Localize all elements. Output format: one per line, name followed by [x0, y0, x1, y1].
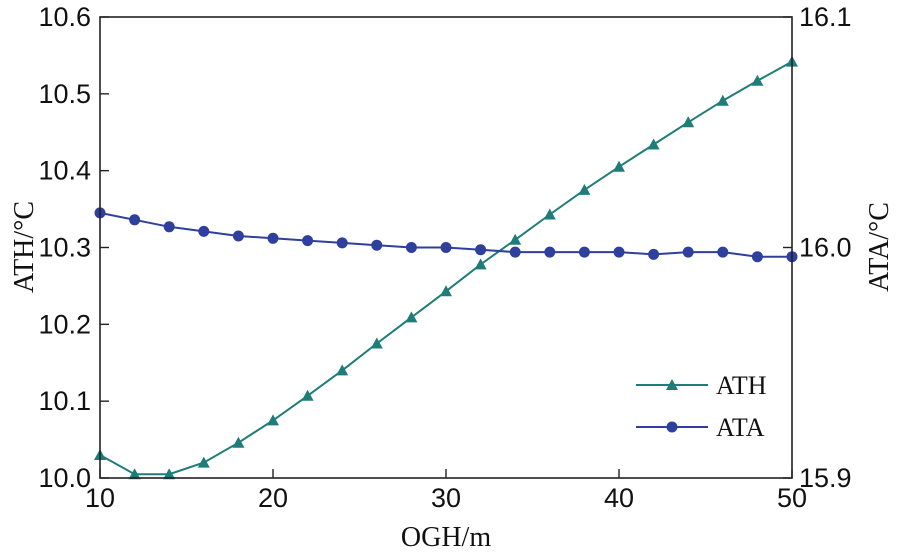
point-ata-30: [440, 242, 452, 253]
y-left-tick-label-10.6: 10.6: [38, 2, 91, 32]
series-marks: [94, 55, 798, 480]
point-ath-40: [613, 160, 625, 172]
point-ath-14: [163, 468, 176, 480]
point-ata-40: [613, 246, 625, 258]
point-ata-38: [578, 246, 590, 258]
point-ath-12: [128, 468, 141, 480]
x-tick-label-10: 10: [85, 483, 115, 513]
y-left-axis-title: ATH/°C: [9, 201, 40, 293]
point-ata-42: [648, 248, 660, 260]
point-ath-36: [543, 208, 556, 220]
x-axis-title: OGH/m: [401, 522, 491, 553]
point-ath-16: [197, 456, 210, 468]
y-right-tick-label-16.1: 16.1: [799, 2, 852, 32]
point-ath-22: [301, 389, 314, 401]
point-ath-48: [751, 74, 764, 86]
x-tick-label-40: 40: [604, 483, 634, 513]
y-right-tick-label-16.0: 16.0: [799, 233, 852, 263]
point-ata-26: [371, 239, 383, 251]
x-tick-label-30: 30: [431, 483, 461, 513]
point-ath-34: [509, 233, 522, 245]
y-left-tick-label-10.3: 10.3: [38, 233, 91, 263]
point-ath-38: [578, 183, 591, 195]
point-ath-46: [716, 94, 729, 106]
point-ata-46: [717, 246, 729, 258]
x-tick-label-50: 50: [777, 483, 807, 513]
y-left-tick-label-10.1: 10.1: [38, 386, 91, 416]
point-ath-26: [370, 337, 383, 349]
y-left-tick-label-10.2: 10.2: [38, 309, 91, 339]
y-left-tick-label-10.0: 10.0: [38, 463, 91, 493]
point-ata-18: [232, 230, 244, 242]
y-left-tick-label-10.5: 10.5: [38, 79, 91, 109]
point-ath-18: [232, 436, 245, 448]
point-ath-42: [647, 138, 660, 150]
point-ata-36: [544, 246, 556, 258]
axis-ticks: [99, 16, 793, 479]
axis-tick-labels: 10 20 30 40 50 10.0 10.1 10.2 10.3 10.4 10.5 10.6 15…: [38, 2, 851, 513]
point-ath-20: [267, 414, 279, 426]
point-ath-28: [405, 311, 418, 323]
y-right-tick-label-15.9: 15.9: [799, 463, 852, 493]
point-ata-34: [509, 246, 521, 258]
point-ata-22: [302, 235, 314, 247]
point-ath-24: [336, 364, 349, 376]
point-ata-12: [129, 214, 141, 226]
point-ata-24: [336, 237, 348, 249]
point-ata-28: [405, 242, 417, 253]
point-ata-48: [751, 251, 763, 263]
point-ath-30: [440, 285, 452, 297]
point-ath-32: [474, 258, 487, 270]
point-ata-20: [267, 232, 279, 244]
x-tick-label-20: 20: [258, 483, 288, 513]
legend-ath-marker: [666, 379, 678, 390]
y-left-tick-label-10.4: 10.4: [38, 156, 91, 186]
point-ata-16: [198, 225, 210, 237]
legend-ata-label: ATA: [716, 413, 765, 442]
y-right-axis-title: ATA/°C: [864, 202, 895, 292]
point-ata-14: [163, 221, 175, 233]
point-ata-32: [475, 244, 487, 256]
legend: ATH ATA: [636, 371, 767, 442]
legend-ath-label: ATH: [716, 371, 767, 400]
legend-ata-marker: [666, 421, 678, 433]
point-ath-44: [682, 116, 695, 128]
point-ata-44: [682, 246, 694, 258]
